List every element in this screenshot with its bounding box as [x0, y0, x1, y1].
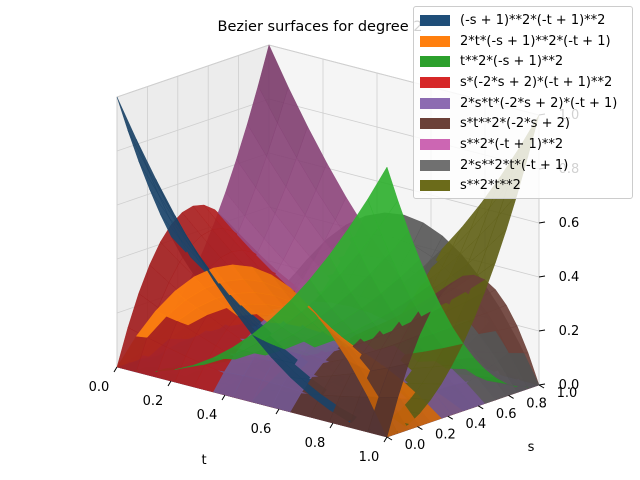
y-axis-label: s: [528, 440, 535, 455]
z-tick-label: 0.2: [559, 324, 580, 339]
z-tick-mark: [538, 221, 546, 224]
legend-item: 2*t*(-s + 1)**2*(-t + 1): [420, 31, 632, 52]
x-tick-label: 0.6: [251, 422, 272, 437]
legend-label: s*t**2*(-2*s + 2): [460, 116, 570, 132]
legend-label: (-s + 1)**2*(-t + 1)**2: [460, 12, 606, 28]
z-tick-mark: [538, 275, 546, 278]
legend-swatch: [420, 118, 450, 130]
y-tick-label: 0.6: [496, 407, 517, 422]
legend-label: 2*t*(-s + 1)**2*(-t + 1): [460, 33, 611, 49]
y-tick-label: 0.0: [405, 438, 426, 453]
legend-item: s*t**2*(-2*s + 2): [420, 113, 632, 134]
legend-item: s*(-2*s + 2)*(-t + 1)**2: [420, 72, 632, 93]
z-tick-label: 0.4: [559, 270, 580, 285]
chart-title: Bezier surfaces for degree 2: [218, 19, 423, 35]
y-tick-mark: [477, 405, 484, 410]
x-tick-mark: [167, 380, 172, 387]
x-tick-label: 0.8: [305, 436, 326, 451]
legend-item: (-s + 1)**2*(-t + 1)**2: [420, 10, 632, 31]
y-tick-mark: [386, 436, 393, 441]
z-tick-label: 0.6: [559, 216, 580, 231]
y-tick-label: 0.2: [435, 428, 456, 443]
x-axis-label: t: [201, 453, 206, 468]
y-tick-label: 0.4: [465, 417, 486, 432]
surfaces: [116, 44, 540, 438]
x-tick-mark: [275, 408, 280, 415]
x-tick-mark: [329, 422, 334, 429]
axes-ticks: 0.00.20.40.60.81.00.00.20.40.60.81.00.00…: [89, 108, 580, 465]
x-tick-mark: [113, 366, 118, 373]
legend-swatch: [420, 56, 450, 68]
z-tick-mark: [538, 329, 546, 332]
legend-swatch: [420, 180, 450, 192]
legend-swatch: [420, 159, 450, 171]
legend-label: s**2*t**2: [460, 178, 521, 194]
legend-item: t**2*(-s + 1)**2: [420, 51, 632, 72]
x-tick-label: 0.0: [89, 380, 110, 395]
legend-swatch: [420, 14, 450, 26]
legend-label: 2*s**2*t*(-t + 1): [460, 157, 569, 173]
legend-swatch: [420, 138, 450, 150]
x-tick-mark: [383, 436, 388, 443]
legend-item: 2*s**2*t*(-t + 1): [420, 155, 632, 176]
y-tick-mark: [508, 394, 514, 399]
x-tick-label: 1.0: [359, 450, 380, 465]
surface-patch-2: [367, 166, 399, 228]
y-tick-mark: [447, 415, 454, 420]
x-tick-mark: [221, 394, 226, 401]
legend-label: s**2*(-t + 1)**2: [460, 136, 564, 152]
y-tick-mark: [538, 384, 545, 389]
legend-swatch: [420, 97, 450, 109]
x-tick-label: 0.4: [197, 408, 218, 423]
legend-label: s*(-2*s + 2)*(-t + 1)**2: [460, 74, 613, 90]
legend-swatch: [420, 35, 450, 47]
legend-swatch: [420, 76, 450, 88]
legend-label: t**2*(-s + 1)**2: [460, 54, 564, 70]
legend: (-s + 1)**2*(-t + 1)**2 2*t*(-s + 1)**2*(…: [413, 6, 633, 199]
y-tick-label: 0.8: [526, 396, 547, 411]
legend-label: 2*s*t*(-2*s + 2)*(-t + 1): [460, 95, 618, 111]
legend-item: 2*s*t*(-2*s + 2)*(-t + 1): [420, 93, 632, 114]
z-tick-mark: [538, 383, 546, 386]
surface-patch-5: [367, 397, 399, 438]
legend-item: s**2*t**2: [420, 176, 632, 197]
y-tick-label: 1.0: [557, 386, 578, 401]
z-tick-label: 0.0: [559, 378, 580, 393]
legend-item: s**2*(-t + 1)**2: [420, 134, 632, 155]
x-tick-label: 0.2: [143, 394, 164, 409]
y-tick-mark: [417, 426, 423, 431]
